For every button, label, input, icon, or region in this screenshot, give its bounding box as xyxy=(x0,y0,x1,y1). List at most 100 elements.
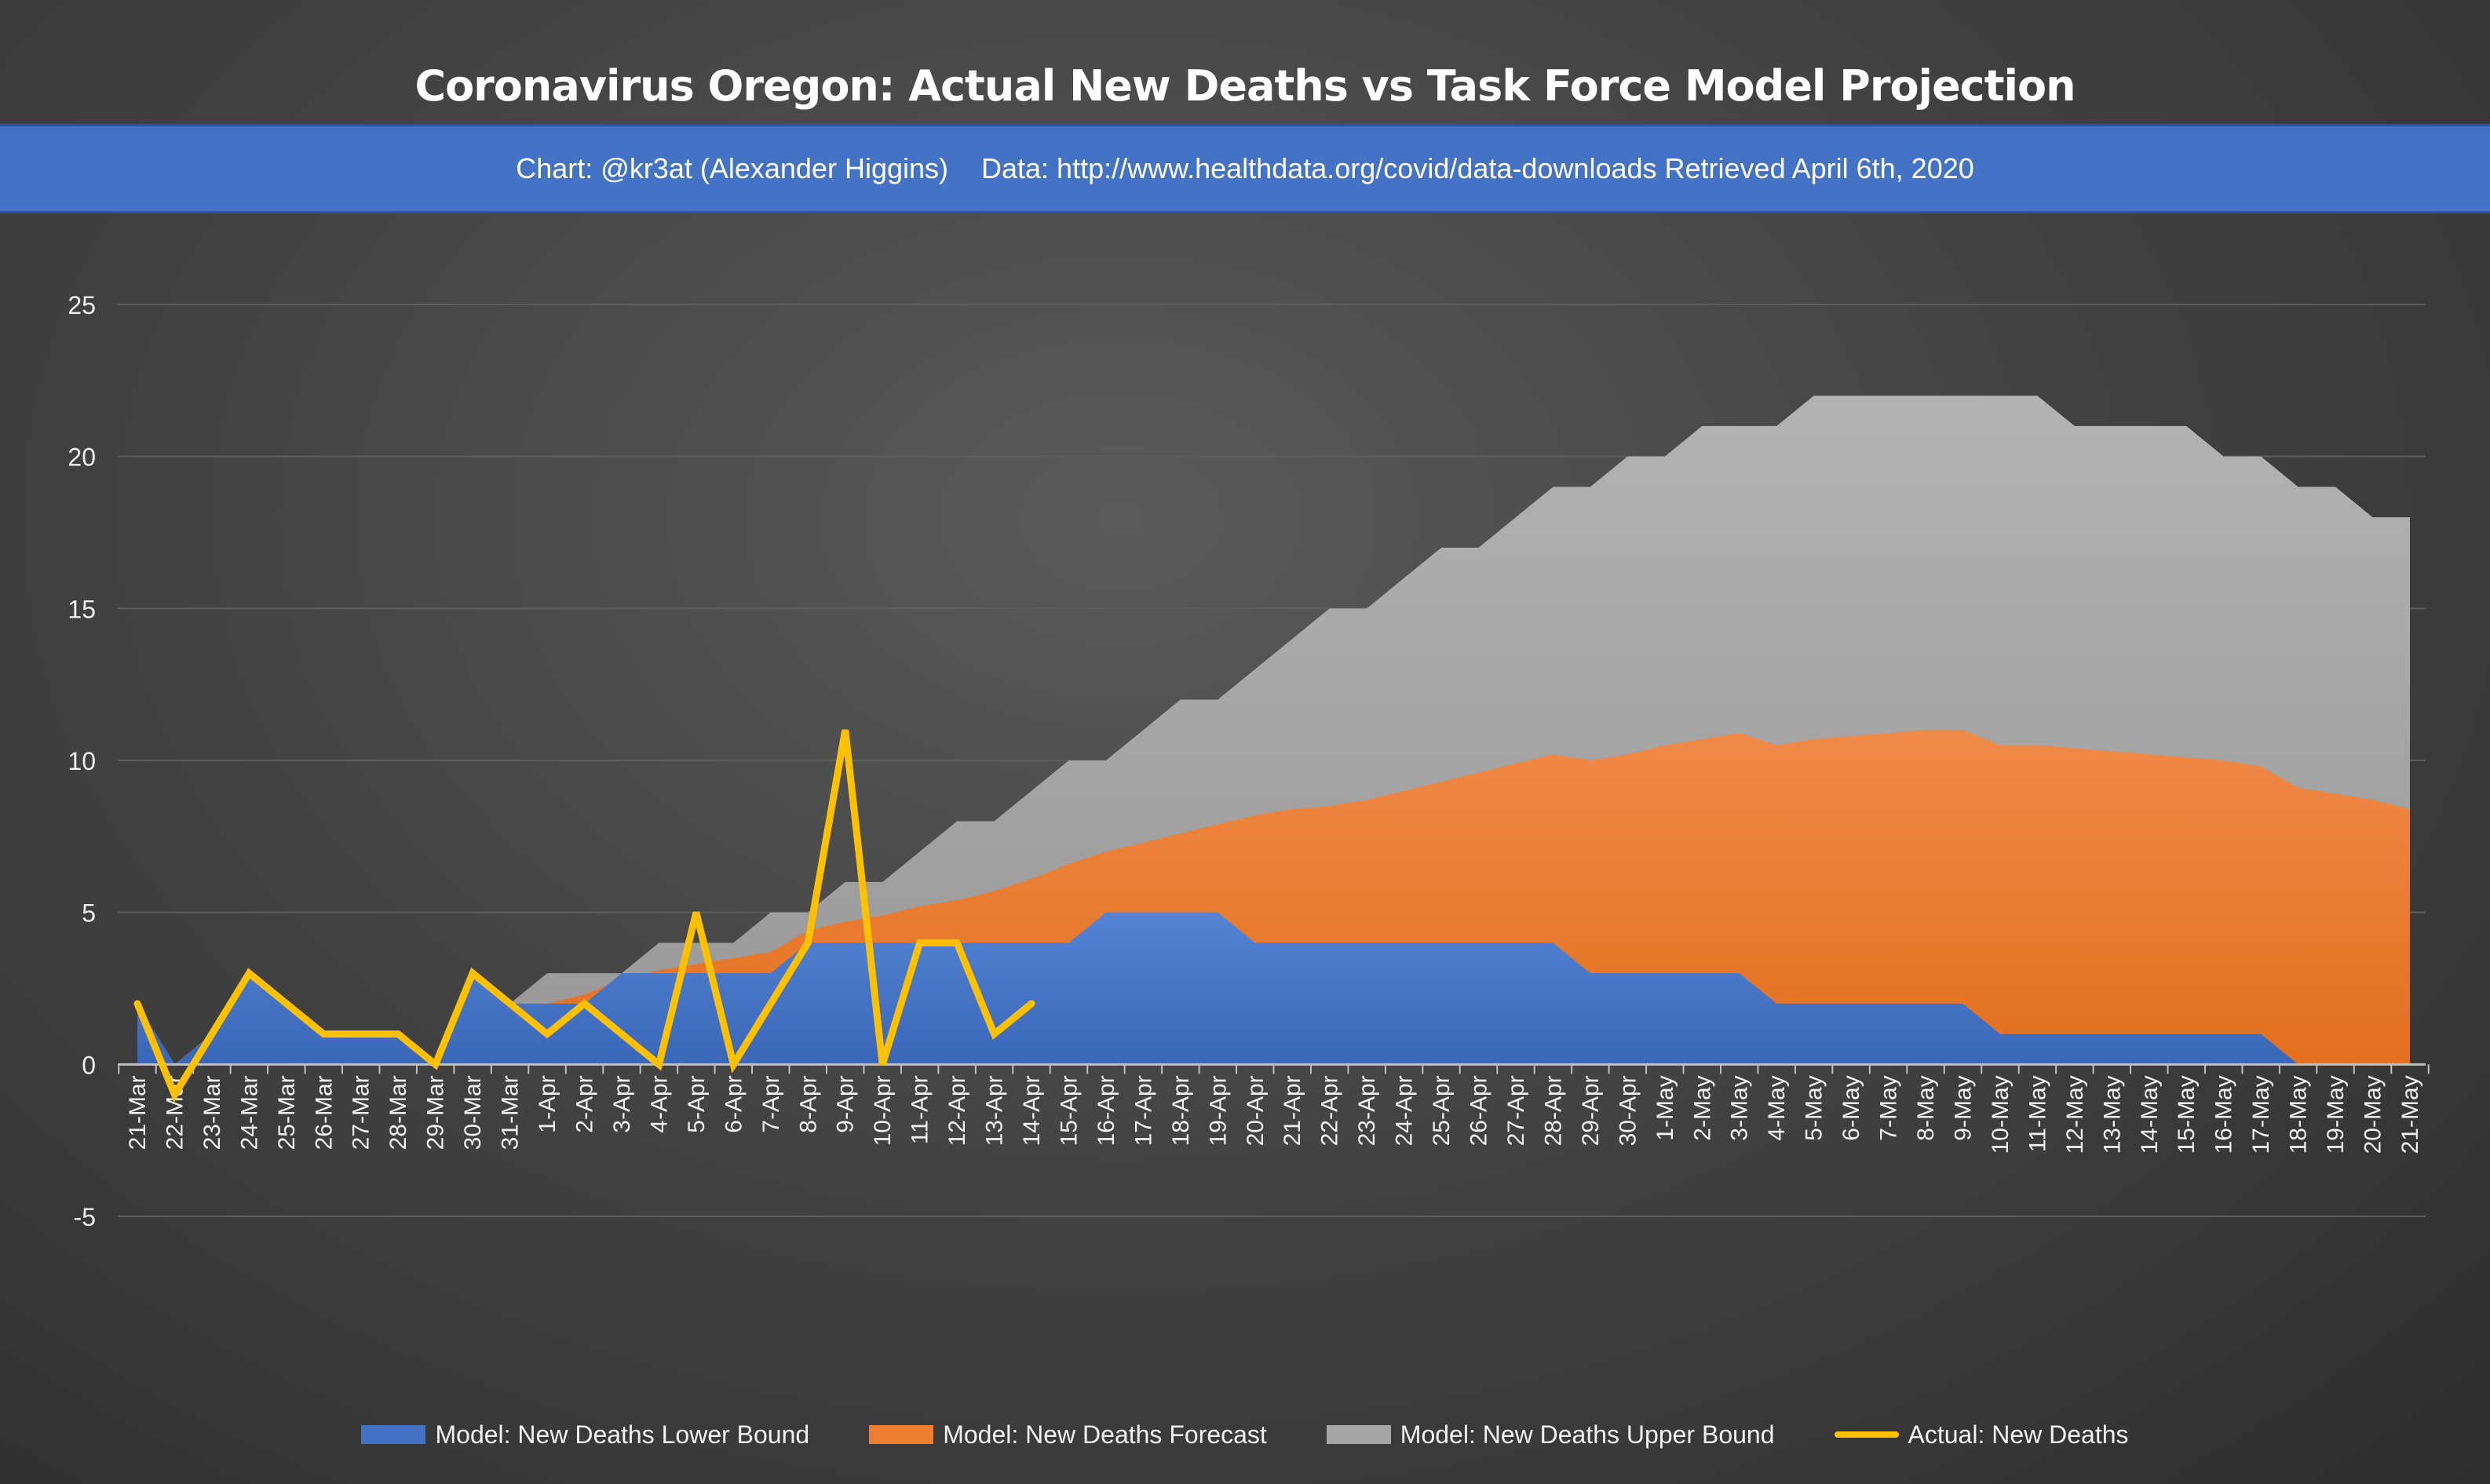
actual-data-point xyxy=(956,942,958,944)
x-tick-label: 6-Apr xyxy=(721,1075,747,1132)
actual-data-point xyxy=(769,1002,772,1005)
x-tick-label: 13-Apr xyxy=(982,1075,1008,1146)
x-tick-label: 30-Mar xyxy=(460,1075,486,1150)
x-tick-label: 17-Apr xyxy=(1130,1075,1156,1146)
y-tick-label: 0 xyxy=(82,1051,96,1079)
area-model-new-deaths-lower-bound xyxy=(137,912,2410,1065)
x-tick-label: 15-May xyxy=(2174,1075,2200,1154)
x-tick-label: 25-Apr xyxy=(1429,1075,1455,1146)
y-tick-label: 15 xyxy=(68,595,96,623)
legend-label: Model: New Deaths Forecast xyxy=(943,1420,1267,1449)
legend-label: Model: New Deaths Upper Bound xyxy=(1400,1420,1775,1449)
x-tick-label: 18-May xyxy=(2286,1075,2312,1154)
actual-data-point xyxy=(509,1002,511,1005)
actual-data-point xyxy=(434,1063,436,1066)
x-tick-label: 2-Apr xyxy=(572,1075,598,1132)
actual-data-point xyxy=(732,1063,735,1066)
x-tick-label: 10-Apr xyxy=(870,1075,896,1146)
x-tick-label: 24-Apr xyxy=(1392,1075,1418,1146)
actual-data-point xyxy=(210,1033,213,1035)
actual-data-point xyxy=(137,1002,138,1005)
x-tick-label: 19-May xyxy=(2323,1075,2349,1154)
x-tick-label: 7-Apr xyxy=(758,1075,784,1132)
x-tick-label: 9-Apr xyxy=(833,1075,859,1132)
series-areas xyxy=(137,396,2410,1065)
x-tick-label: 12-May xyxy=(2062,1075,2088,1154)
x-tick-label: 5-May xyxy=(1802,1075,1827,1140)
x-tick-label: 16-May xyxy=(2211,1075,2237,1154)
x-tick-label: 20-May xyxy=(2360,1075,2386,1154)
actual-data-point xyxy=(248,972,250,975)
x-tick-label: 14-Apr xyxy=(1019,1075,1045,1146)
x-tick-label: 15-Apr xyxy=(1056,1075,1082,1146)
actual-data-point xyxy=(1031,1002,1033,1005)
x-tick-label: 22-Apr xyxy=(1317,1075,1343,1146)
y-tick-label: 5 xyxy=(82,899,96,928)
y-tick-label: -5 xyxy=(74,1203,96,1231)
x-tick-label: 6-May xyxy=(1838,1075,1864,1140)
actual-data-point xyxy=(546,1033,549,1035)
actual-data-point xyxy=(882,1063,884,1066)
actual-data-point xyxy=(285,1002,287,1005)
legend-swatch xyxy=(1834,1431,1899,1438)
x-tick-label: 1-Apr xyxy=(535,1075,560,1132)
x-tick-label: 10-May xyxy=(1988,1075,2014,1154)
x-tick-label: 3-May xyxy=(1727,1075,1753,1140)
x-tick-label: 24-Mar xyxy=(236,1075,262,1150)
actual-data-point xyxy=(397,1033,400,1035)
legend-swatch xyxy=(869,1425,934,1444)
subtitle-banner: Chart: @kr3at (Alexander Higgins) Data: … xyxy=(0,124,2490,213)
actual-data-point xyxy=(844,729,846,731)
actual-data-point xyxy=(807,942,809,944)
actual-data-point xyxy=(695,911,697,913)
actual-data-point xyxy=(472,972,474,975)
x-tick-label: 20-Apr xyxy=(1243,1075,1269,1146)
x-tick-label: 28-Apr xyxy=(1540,1075,1566,1146)
legend: Model: New Deaths Lower Bound Model: New … xyxy=(0,1413,2490,1457)
actual-data-point xyxy=(583,1002,586,1005)
x-tick-label: 19-Apr xyxy=(1205,1075,1231,1146)
actual-line-layer xyxy=(133,729,1035,1103)
x-tick-label: 3-Apr xyxy=(609,1075,635,1132)
actual-data-point xyxy=(323,1033,325,1035)
x-tick-label: 21-May xyxy=(2397,1075,2423,1154)
legend-item: Model: New Deaths Lower Bound xyxy=(361,1420,809,1449)
x-tick-label: 21-Mar xyxy=(125,1075,151,1150)
legend-label: Model: New Deaths Lower Bound xyxy=(435,1420,810,1449)
legend-item: Model: New Deaths Upper Bound xyxy=(1326,1420,1775,1449)
x-tick-label: 9-May xyxy=(1950,1075,1976,1140)
legend-label: Actual: New Deaths xyxy=(1908,1420,2129,1449)
x-tick-label: 21-Apr xyxy=(1280,1075,1305,1146)
actual-data-point xyxy=(918,942,921,944)
x-tick-label: 29-Apr xyxy=(1578,1075,1604,1146)
x-tick-label: 14-May xyxy=(2137,1075,2163,1154)
actual-data-point xyxy=(620,1033,622,1035)
x-tick-label: 8-Apr xyxy=(795,1075,821,1132)
x-tick-label: 16-Apr xyxy=(1093,1075,1119,1146)
x-tick-label: 25-Mar xyxy=(274,1075,300,1150)
x-tick-label: 29-Mar xyxy=(423,1075,449,1150)
x-tick-label: 26-Mar xyxy=(311,1075,337,1150)
x-tick-label: 13-May xyxy=(2099,1075,2125,1154)
actual-data-point xyxy=(658,1063,660,1066)
x-tick-label: 28-Mar xyxy=(385,1075,411,1150)
x-tick-label: 18-Apr xyxy=(1168,1075,1194,1146)
legend-item: Actual: New Deaths xyxy=(1834,1420,2129,1449)
y-tick-label: 10 xyxy=(68,747,96,775)
actual-data-point xyxy=(360,1033,362,1035)
x-tick-label: 12-Apr xyxy=(944,1075,970,1146)
legend-item: Model: New Deaths Forecast xyxy=(869,1420,1267,1449)
x-tick-label: 17-May xyxy=(2248,1075,2274,1154)
x-tick-label: 1-May xyxy=(1652,1075,1678,1140)
y-tick-label: 25 xyxy=(68,291,96,319)
x-tick-label: 11-Apr xyxy=(907,1075,933,1144)
chart-title: Coronavirus Oregon: Actual New Deaths vs… xyxy=(414,61,2076,111)
x-tick-label: 4-May xyxy=(1764,1075,1790,1140)
actual-data-point xyxy=(993,1033,995,1035)
x-tick-label: 7-May xyxy=(1876,1075,1902,1140)
x-tick-label: 11-May xyxy=(2024,1075,2050,1152)
chart-credit: Chart: @kr3at (Alexander Higgins) xyxy=(516,152,948,184)
x-tick-label: 4-Apr xyxy=(646,1075,672,1132)
x-tick-label: 27-Mar xyxy=(349,1075,374,1150)
